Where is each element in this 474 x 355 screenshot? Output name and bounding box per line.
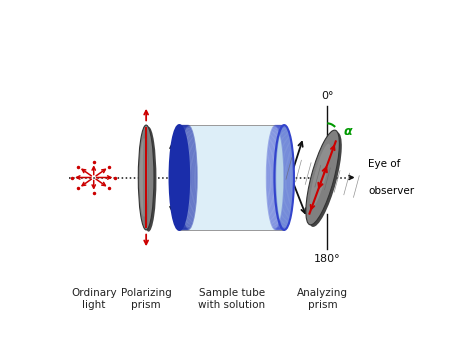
Text: 180°: 180° — [314, 254, 340, 264]
Text: Sample tube
with solution: Sample tube with solution — [198, 288, 265, 310]
Ellipse shape — [143, 129, 146, 226]
Text: observer: observer — [368, 186, 414, 196]
Ellipse shape — [308, 132, 342, 227]
Bar — [179, 125, 284, 230]
Text: Polarizing
prism: Polarizing prism — [121, 288, 172, 310]
Ellipse shape — [310, 143, 330, 208]
Ellipse shape — [274, 125, 294, 230]
Ellipse shape — [141, 127, 156, 232]
Text: Ordinary
light: Ordinary light — [71, 288, 117, 310]
Text: Eye of: Eye of — [368, 159, 401, 169]
Ellipse shape — [140, 138, 148, 217]
Ellipse shape — [146, 129, 149, 226]
Text: 0°: 0° — [321, 91, 333, 101]
Text: α: α — [344, 125, 353, 137]
Ellipse shape — [138, 125, 154, 230]
Ellipse shape — [170, 125, 189, 230]
Text: Analyzing
prism: Analyzing prism — [297, 288, 348, 310]
Ellipse shape — [306, 130, 339, 225]
